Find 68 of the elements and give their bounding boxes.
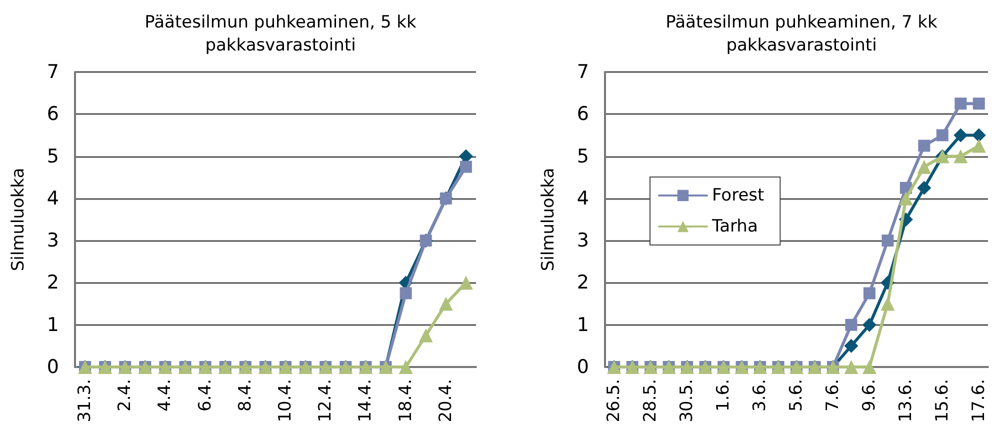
point [418, 328, 433, 342]
point [863, 287, 876, 300]
x-tick-label: 5.6. [786, 379, 806, 412]
point [880, 296, 895, 311]
y-tick-label: 3 [576, 230, 589, 252]
y-tick-label: 2 [576, 272, 589, 294]
point [972, 128, 986, 142]
x-tick-label: 9.6. [859, 379, 880, 412]
point [898, 191, 913, 206]
x-tick-label: 15.6. [932, 379, 952, 422]
x-tick-label: 13.6. [896, 379, 916, 422]
y-tick-label: 1 [576, 314, 589, 336]
point [954, 98, 967, 110]
point [972, 98, 985, 110]
x-tick-label: 6.4. [195, 379, 216, 412]
x-tick-label: 10.4. [276, 379, 296, 422]
legend-label: Forest [712, 186, 765, 206]
y-tick-label: 3 [46, 230, 59, 252]
point [400, 287, 412, 300]
x-tick-label: 1.6. [714, 379, 734, 412]
point [862, 360, 876, 374]
point [936, 129, 948, 142]
x-tick-label: 28.5. [640, 379, 661, 422]
y-tick-label: 6 [46, 103, 59, 126]
y-tick-label: 5 [576, 145, 589, 168]
x-tick-label: 4.4. [155, 379, 176, 412]
x-tick-label: 14.4. [356, 379, 376, 422]
x-tick-label: 20.4. [436, 379, 456, 422]
x-tick-label: 7.6. [822, 379, 843, 412]
point [972, 138, 986, 153]
point [844, 338, 858, 353]
y-tick-label: 6 [576, 103, 589, 126]
point [438, 296, 453, 311]
y-tick-label: 1 [46, 314, 59, 336]
point [845, 318, 858, 331]
y-tick-label: 0 [46, 356, 59, 378]
y-tick-label: 5 [46, 145, 59, 168]
x-tick-label: 17.6. [968, 379, 989, 422]
y-tick-label: 4 [576, 187, 589, 210]
chart-title: Päätesilmun puhkeaminen, 7 kk pakkasvarastointi [666, 12, 938, 56]
x-tick-label: 2.4. [115, 379, 136, 412]
point [882, 234, 894, 247]
y-tick-label: 7 [576, 61, 589, 83]
x-tick-label: 30.5. [677, 379, 698, 422]
point [954, 128, 968, 142]
x-tick-label: 26.5. [604, 379, 624, 422]
point [954, 149, 968, 164]
x-tick-label: 18.4. [396, 379, 416, 422]
point [458, 276, 473, 290]
x-tick-label: 31.3. [75, 379, 96, 422]
point [917, 160, 932, 174]
x-tick-label: 3.6. [750, 379, 770, 412]
legend-label: Tarha [711, 216, 758, 236]
point [862, 318, 876, 332]
y-tick-label: 7 [46, 61, 59, 83]
point [917, 180, 932, 195]
point [460, 160, 472, 173]
y-tick-label: 2 [46, 272, 59, 294]
chart-title: Päätesilmun puhkeaminen, 5 kk pakkasvarastointi [144, 12, 417, 56]
point [918, 140, 930, 152]
y-axis-title: Silmuluokka [538, 168, 558, 272]
point [844, 360, 858, 374]
y-tick-label: 0 [576, 356, 589, 378]
x-tick-label: 8.4. [235, 379, 256, 412]
y-axis-title: Silmuluokka [8, 168, 28, 272]
y-tick-label: 4 [46, 187, 59, 210]
point [398, 360, 413, 374]
x-tick-label: 12.4. [316, 379, 336, 422]
